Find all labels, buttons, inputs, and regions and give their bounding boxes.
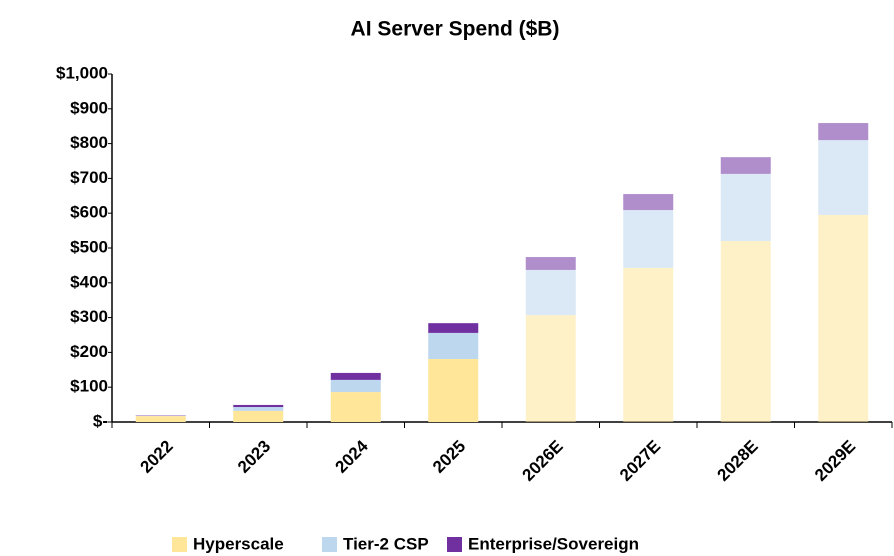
bar-segment bbox=[623, 210, 674, 268]
bar-segment bbox=[818, 140, 869, 215]
bar-segment bbox=[623, 194, 674, 211]
y-tick-label: $900 bbox=[70, 98, 108, 117]
x-tick-label: 2022 bbox=[137, 437, 177, 477]
legend-label: Enterprise/Sovereign bbox=[468, 534, 639, 553]
legend-label: Tier-2 CSP bbox=[343, 534, 429, 553]
y-tick-label: $400 bbox=[70, 272, 108, 291]
bar-segment bbox=[233, 410, 284, 422]
x-tick-label: 2028E bbox=[714, 437, 762, 485]
x-tick-label: 2024 bbox=[332, 436, 373, 477]
y-tick-label: $200 bbox=[70, 342, 108, 361]
bar-segment bbox=[623, 267, 674, 422]
bar-segment bbox=[428, 359, 479, 422]
y-tick-label: $- bbox=[93, 411, 108, 430]
legend-swatch bbox=[447, 537, 462, 552]
x-tick-label: 2025 bbox=[429, 437, 469, 477]
legend-swatch bbox=[172, 537, 187, 552]
bar-segment bbox=[135, 416, 186, 422]
legend-label: Hyperscale bbox=[193, 534, 284, 553]
x-tick-label: 2029E bbox=[811, 437, 859, 485]
legend-swatch bbox=[322, 537, 337, 552]
bar-segment bbox=[330, 392, 381, 422]
bar-segment bbox=[525, 315, 576, 422]
bar-segment bbox=[720, 241, 771, 422]
y-tick-label: $300 bbox=[70, 307, 108, 326]
y-tick-label: $700 bbox=[70, 168, 108, 187]
bar-segment bbox=[525, 269, 576, 316]
bar-segment bbox=[428, 332, 479, 360]
bar-segment bbox=[233, 404, 284, 408]
x-tick-label: 2026E bbox=[519, 437, 567, 485]
bar-segment bbox=[525, 257, 576, 270]
bar-segment bbox=[818, 214, 869, 422]
x-tick-label: 2023 bbox=[234, 437, 274, 477]
chart-title: AI Server Spend ($B) bbox=[351, 18, 560, 41]
bar-segment bbox=[720, 157, 771, 174]
y-tick-label: $500 bbox=[70, 237, 108, 256]
bar-segment bbox=[428, 323, 479, 333]
bar-segment bbox=[233, 407, 284, 411]
y-tick-label: $100 bbox=[70, 377, 108, 396]
y-tick-label: $1,000 bbox=[56, 63, 108, 82]
bar-segment bbox=[720, 173, 771, 242]
y-tick-label: $600 bbox=[70, 203, 108, 222]
bar-segment bbox=[330, 372, 381, 380]
x-tick-label: 2027E bbox=[616, 437, 664, 485]
y-tick-label: $800 bbox=[70, 133, 108, 152]
bar-segment bbox=[330, 379, 381, 393]
bar-segment bbox=[818, 123, 869, 141]
